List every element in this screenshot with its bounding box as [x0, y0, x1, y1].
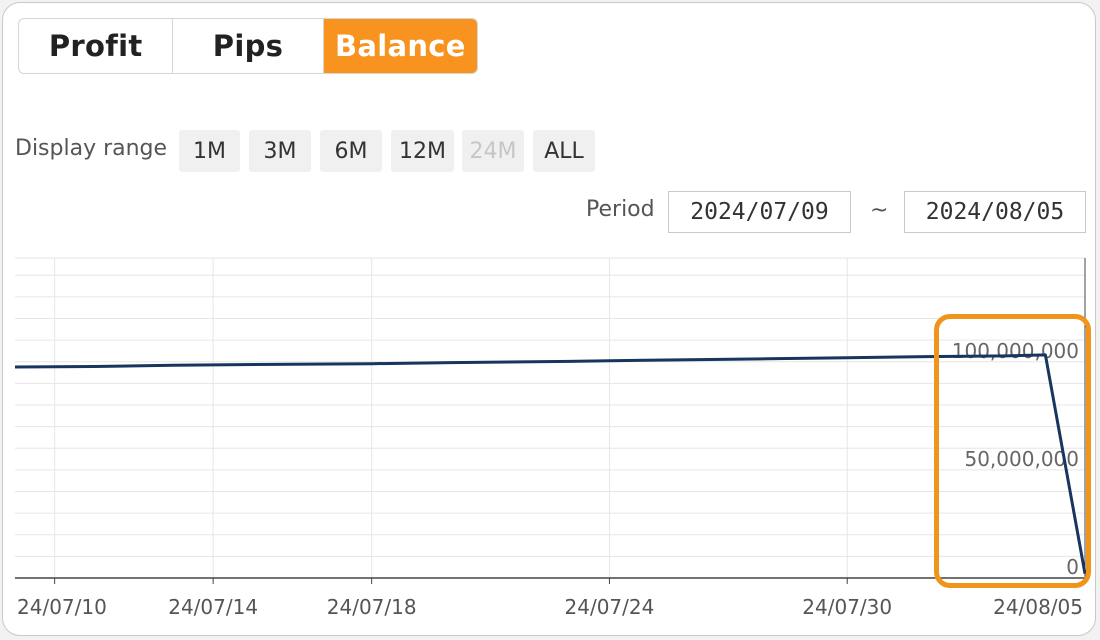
y-tick-label: 50,000,000: [964, 447, 1079, 471]
x-tick-label: 24/07/10: [17, 595, 107, 619]
x-tick-label: 24/07/24: [565, 595, 655, 619]
x-tick-label: 24/07/14: [168, 595, 258, 619]
y-tick-label: 0: [1066, 555, 1079, 579]
range-button-1m[interactable]: 1M: [179, 130, 240, 172]
x-tick-label: 24/08/05: [993, 595, 1083, 619]
balance-series-line: [14, 353, 1087, 574]
range-button-6m[interactable]: 6M: [320, 130, 382, 172]
period-end-input[interactable]: 2024/08/05: [904, 191, 1086, 233]
chart-series: [14, 353, 1087, 574]
tab-balance[interactable]: Balance: [323, 19, 477, 73]
tab-profit[interactable]: Profit: [19, 19, 174, 73]
x-axis-ticks: 24/07/10 24/07/14 24/07/18 24/07/24 24/07/30…: [17, 578, 1086, 619]
y-tick-label: 100,000,000: [952, 339, 1079, 363]
period-separator: ~: [870, 198, 889, 223]
chart-grid: [15, 257, 1086, 579]
x-tick-label: 24/07/18: [327, 595, 417, 619]
display-range-label: Display range: [15, 136, 168, 161]
chart-type-tabs: Profit Pips Balance: [18, 18, 478, 74]
range-button-all[interactable]: ALL: [533, 130, 595, 172]
range-button-3m[interactable]: 3M: [249, 130, 311, 172]
range-button-24m: 24M: [462, 130, 524, 172]
period-start-input[interactable]: 2024/07/09: [668, 191, 851, 233]
x-tick-label: 24/07/30: [802, 595, 892, 619]
range-button-12m[interactable]: 12M: [391, 130, 454, 172]
tab-pips[interactable]: Pips: [173, 19, 324, 73]
period-label: Period: [586, 197, 655, 222]
y-axis-ticks: 0 50,000,000 100,000,000: [952, 339, 1079, 579]
